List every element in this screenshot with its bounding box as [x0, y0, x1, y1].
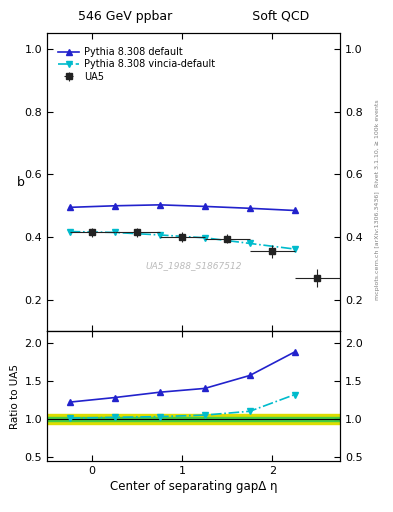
- Pythia 8.308 default: [292, 207, 297, 214]
- Text: 546 GeV ppbar                    Soft QCD: 546 GeV ppbar Soft QCD: [78, 10, 309, 23]
- Y-axis label: b: b: [17, 176, 24, 189]
- Pythia 8.308 default: [202, 203, 207, 209]
- Pythia 8.308 default: [112, 203, 117, 209]
- Line: Pythia 8.308 vincia-default: Pythia 8.308 vincia-default: [66, 228, 298, 252]
- Pythia 8.308 vincia-default: [67, 228, 72, 234]
- Text: mcplots.cern.ch [arXiv:1306.3436]: mcplots.cern.ch [arXiv:1306.3436]: [375, 191, 380, 300]
- Pythia 8.308 default: [248, 205, 252, 211]
- Line: Pythia 8.308 default: Pythia 8.308 default: [66, 202, 298, 214]
- X-axis label: Center of separating gapΔ η: Center of separating gapΔ η: [110, 480, 277, 493]
- Bar: [47, 414, 340, 424]
- Pythia 8.308 vincia-default: [112, 229, 117, 236]
- Text: Rivet 3.1.10, ≥ 100k events: Rivet 3.1.10, ≥ 100k events: [375, 99, 380, 187]
- Pythia 8.308 default: [158, 202, 162, 208]
- Bar: [47, 417, 340, 421]
- Text: UA5_1988_S1867512: UA5_1988_S1867512: [145, 261, 242, 270]
- Legend: Pythia 8.308 default, Pythia 8.308 vincia-default, UA5: Pythia 8.308 default, Pythia 8.308 vinci…: [55, 44, 218, 85]
- Pythia 8.308 default: [67, 204, 72, 210]
- Pythia 8.308 vincia-default: [292, 246, 297, 252]
- Pythia 8.308 vincia-default: [158, 232, 162, 238]
- Y-axis label: Ratio to UA5: Ratio to UA5: [10, 364, 20, 429]
- Pythia 8.308 vincia-default: [202, 234, 207, 241]
- Pythia 8.308 vincia-default: [248, 240, 252, 246]
